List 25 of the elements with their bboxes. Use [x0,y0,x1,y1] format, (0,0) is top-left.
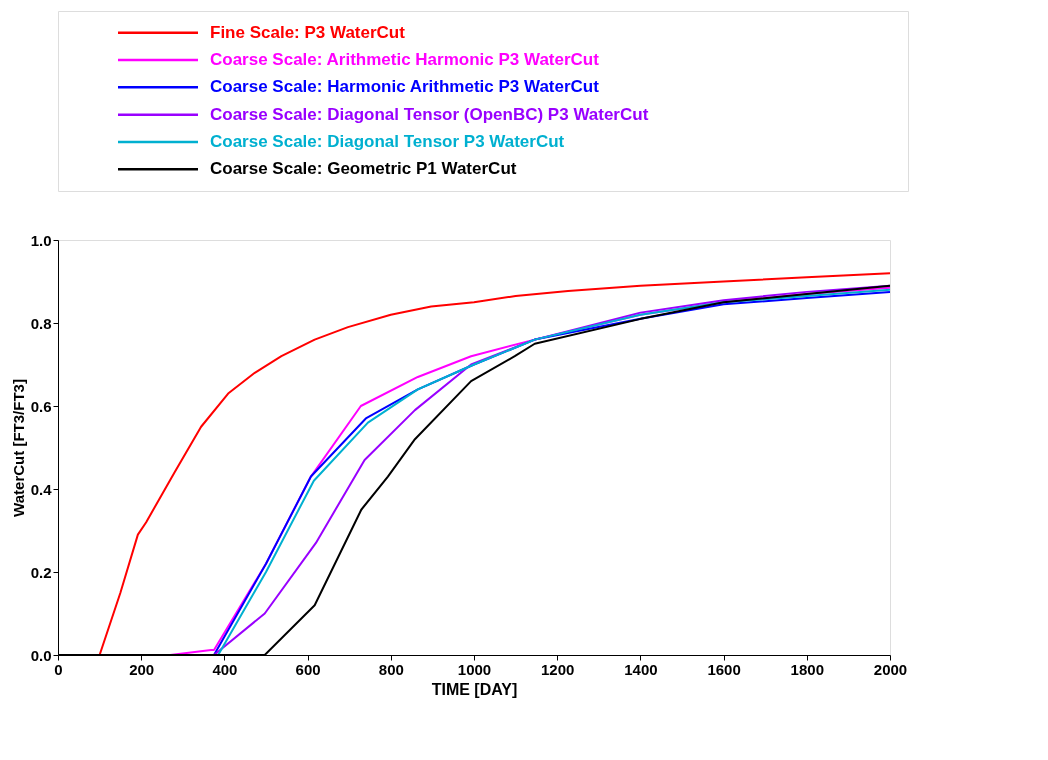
x-tick-label: 600 [295,660,321,678]
y-tick-label: 0.6 [30,397,52,415]
x-tick-label: 1000 [457,660,492,678]
x-tick-label: 800 [378,660,404,678]
y-tick-label: 0.8 [30,314,52,332]
y-tick-label: 0.4 [30,480,53,498]
y-axis-title: WaterCut [FT3/FT3] [9,379,27,517]
legend-label: Coarse Scale: Arithmetic Harmonic P3 WaterCut [210,50,600,70]
x-tick-label: 200 [129,660,155,678]
y-tick-label: 0.0 [30,646,52,664]
x-axis-title: TIME [DAY] [431,680,518,698]
x-tick-label: 400 [212,660,238,678]
y-tick-label: 0.2 [30,563,52,581]
x-tick-label: 1600 [707,660,741,678]
legend-label: Fine Scale: P3 WaterCut [210,22,406,42]
x-tick-label: 1400 [624,660,658,678]
legend-label: Coarse Scale: Geometric P1 WaterCut [210,159,517,179]
x-tick-label: 1200 [541,660,575,678]
x-tick-label: 1800 [790,660,824,678]
legend-label: Coarse Scale: Diagonal Tensor (OpenBC) P3 WaterCut [210,104,649,124]
y-tick-label: 1.0 [30,231,52,249]
legend-label: Coarse Scale: Diagonal Tensor P3 WaterCut [210,131,565,151]
legend-label: Coarse Scale: Harmonic Arithmetic P3 WaterCut [210,77,600,97]
x-tick-label: 2000 [873,660,908,678]
x-tick-label: 0 [54,660,63,678]
